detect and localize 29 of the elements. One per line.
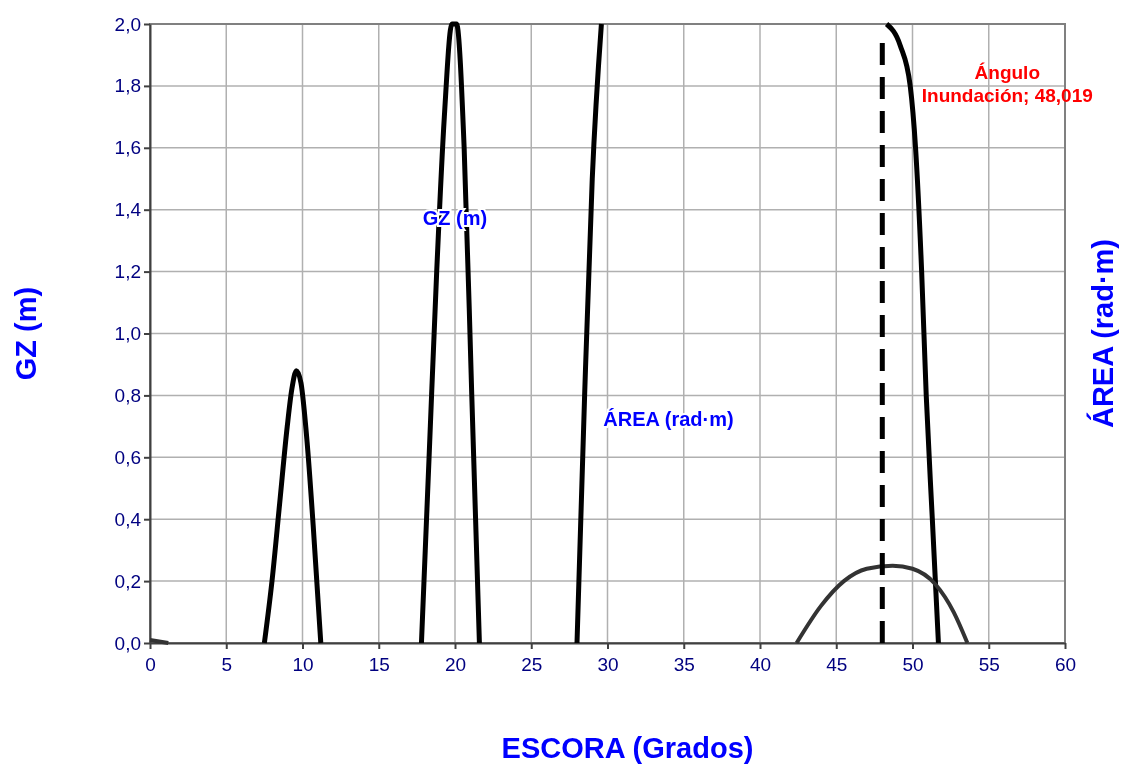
y-tick-label: 1,0 bbox=[114, 323, 141, 345]
x-tick-label: 45 bbox=[826, 654, 848, 675]
x-tick-label: 40 bbox=[749, 654, 772, 675]
y-tick-label: 1,4 bbox=[114, 199, 142, 221]
x-tick-label: 20 bbox=[444, 654, 467, 675]
y-tick-label: 1,8 bbox=[114, 75, 141, 97]
x-tick-label: 30 bbox=[597, 654, 619, 675]
y-tick-label: 0,4 bbox=[114, 508, 142, 530]
y2-axis-title: ÁREA (rad·m) bbox=[1086, 238, 1119, 429]
x-axis-title: ESCORA (Grados) bbox=[501, 732, 754, 764]
y-tick-label: 1,6 bbox=[114, 137, 141, 159]
y-tick-label: 0,0 bbox=[114, 632, 141, 654]
x-tick-label: 60 bbox=[1054, 654, 1077, 675]
y-tick-label: 0,2 bbox=[114, 570, 141, 592]
y-tick-label: 1,2 bbox=[114, 261, 141, 283]
y-tick-label: 0,6 bbox=[114, 446, 141, 468]
x-tick-label: 0 bbox=[145, 654, 156, 675]
x-tick-label: 55 bbox=[978, 654, 1000, 675]
x-tick-label: 35 bbox=[673, 654, 695, 675]
y-axis-title: GZ (m) bbox=[10, 286, 42, 381]
ref-line-label: Ángulo Inundación; 48,019 bbox=[921, 62, 1093, 106]
y-tick-label: 2,0 bbox=[114, 13, 141, 35]
x-tick-label: 10 bbox=[292, 654, 314, 675]
x-tick-label: 15 bbox=[368, 654, 390, 675]
x-tick-label: 5 bbox=[221, 654, 233, 675]
y-tick-label: 0,8 bbox=[114, 384, 141, 406]
x-tick-label: 50 bbox=[902, 654, 924, 675]
annotation: ÁREA (rad·m) bbox=[603, 408, 734, 431]
x-tick-label: 25 bbox=[521, 654, 543, 675]
